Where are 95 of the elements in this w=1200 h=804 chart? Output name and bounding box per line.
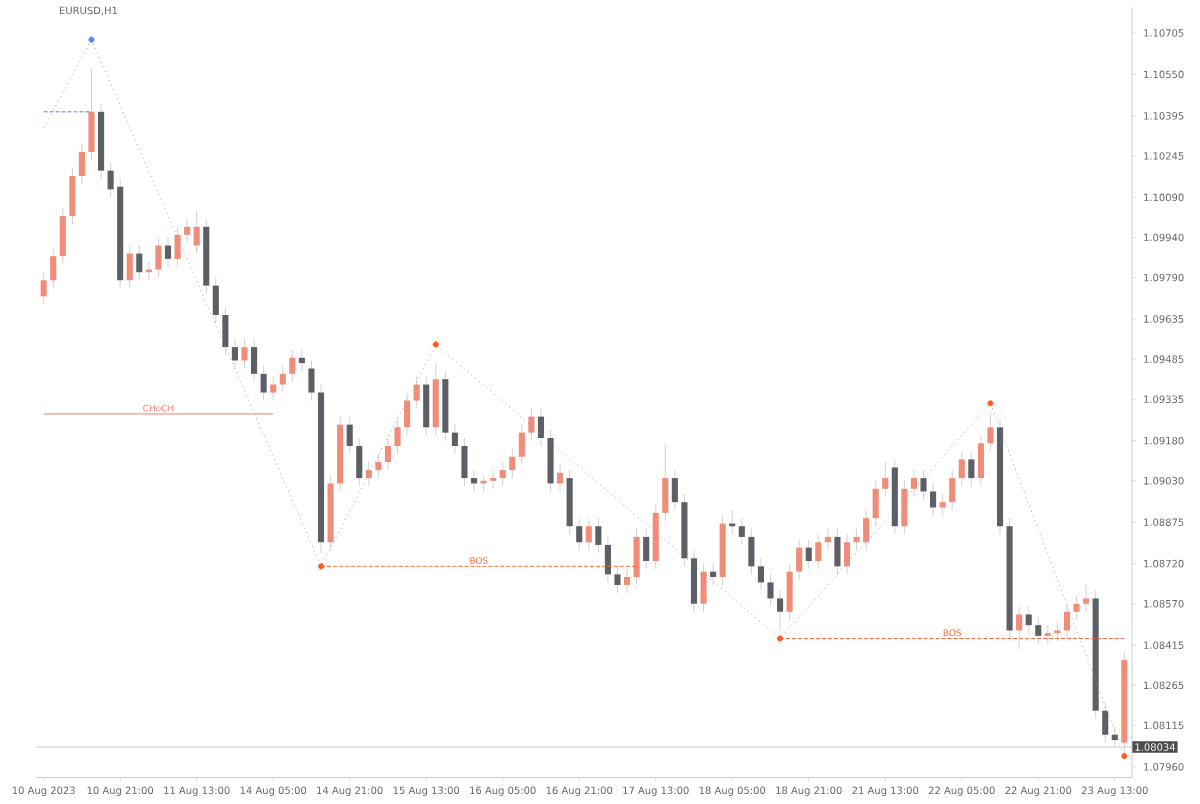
- candlestick: [1035, 616, 1042, 645]
- candlestick: [88, 68, 95, 161]
- candlestick: [413, 376, 420, 410]
- candlestick: [279, 365, 286, 394]
- candlestick: [815, 533, 822, 570]
- candlestick: [585, 517, 592, 551]
- point: [88, 36, 95, 43]
- candlestick: [1054, 622, 1061, 642]
- candlestick: [78, 143, 85, 185]
- point: [987, 400, 994, 407]
- candlestick: [920, 469, 927, 501]
- candlestick: [461, 437, 468, 487]
- point: [777, 635, 784, 642]
- candlestick: [222, 306, 229, 356]
- candlestick: [1025, 606, 1032, 634]
- candlestick: [241, 338, 248, 370]
- candlestick: [231, 338, 239, 370]
- candlestick: [193, 210, 200, 255]
- candlestick: [633, 528, 640, 586]
- candlestick: [604, 536, 611, 584]
- candlestick: [987, 413, 994, 453]
- candlestick: [690, 550, 698, 613]
- candlestick: [346, 416, 353, 455]
- candlestick: [662, 443, 669, 522]
- candlestick: [528, 408, 535, 442]
- candlestick: [968, 451, 975, 487]
- candlestick: [174, 226, 181, 268]
- candlestick: [777, 590, 784, 632]
- candlestick: [1083, 584, 1090, 613]
- candlestick: [384, 437, 392, 471]
- candlestick: [289, 349, 296, 383]
- candlestick: [537, 408, 545, 447]
- candlestick: [375, 453, 382, 479]
- candlestick: [260, 365, 267, 402]
- candlestick: [939, 493, 946, 517]
- candlestick: [824, 528, 831, 551]
- candlestick: [671, 469, 678, 511]
- candlestick: [557, 464, 564, 493]
- candlestick: [805, 539, 812, 570]
- candlestick: [796, 539, 803, 581]
- candlestick: [843, 533, 851, 576]
- candlestick: [834, 528, 841, 576]
- candlestick: [738, 517, 745, 546]
- candlestick: [576, 517, 583, 551]
- candlestick: [164, 237, 172, 268]
- point: [432, 341, 439, 348]
- candlestick: [757, 558, 764, 592]
- candlestick: [958, 451, 965, 487]
- candlestick: [356, 437, 363, 487]
- candlestick: [1044, 624, 1051, 645]
- candlestick: [394, 419, 401, 455]
- candlestick: [623, 568, 631, 594]
- candlestick: [499, 461, 506, 487]
- candlestick: [1073, 595, 1080, 621]
- candlestick: [251, 338, 258, 383]
- candlestick: [59, 207, 66, 265]
- candlestick: [1016, 606, 1023, 650]
- candlestick: [298, 349, 305, 372]
- candlestick: [767, 574, 774, 608]
- candlestick: [1063, 603, 1071, 640]
- candlestick: [470, 469, 478, 493]
- candlestick: [882, 461, 889, 498]
- candlestick: [930, 483, 937, 517]
- candlestick: [50, 247, 57, 289]
- candlestick: [700, 563, 707, 613]
- candlestick: [901, 480, 908, 535]
- point: [318, 563, 324, 570]
- point: [1121, 753, 1128, 760]
- candlestick: [308, 360, 315, 402]
- candlestick: [404, 392, 411, 437]
- candlestick: [595, 517, 602, 554]
- candlestick: [451, 424, 458, 455]
- candlestick: [710, 563, 717, 586]
- candlestick: [872, 480, 879, 527]
- candlestick: [212, 277, 219, 324]
- candlestick: [270, 376, 277, 402]
- candlestick: [136, 245, 143, 281]
- candlestick: [40, 271, 47, 306]
- candlestick: [786, 563, 793, 621]
- candlestick: [509, 448, 516, 479]
- candlestick: [949, 469, 956, 511]
- candlestick: [518, 424, 525, 466]
- candlestick: [977, 435, 984, 487]
- candlestick: [910, 469, 918, 498]
- candlestick: [155, 237, 162, 279]
- candlestick: [69, 167, 76, 225]
- candlestick: [547, 429, 554, 493]
- candlestick: [184, 218, 191, 244]
- candlestick: [423, 376, 430, 437]
- candlestick: [126, 245, 133, 289]
- candlestick: [614, 566, 621, 594]
- candlestick: [748, 528, 755, 576]
- candlestick: [365, 461, 372, 487]
- candlestick: [490, 469, 497, 490]
- candlestick: [643, 528, 650, 570]
